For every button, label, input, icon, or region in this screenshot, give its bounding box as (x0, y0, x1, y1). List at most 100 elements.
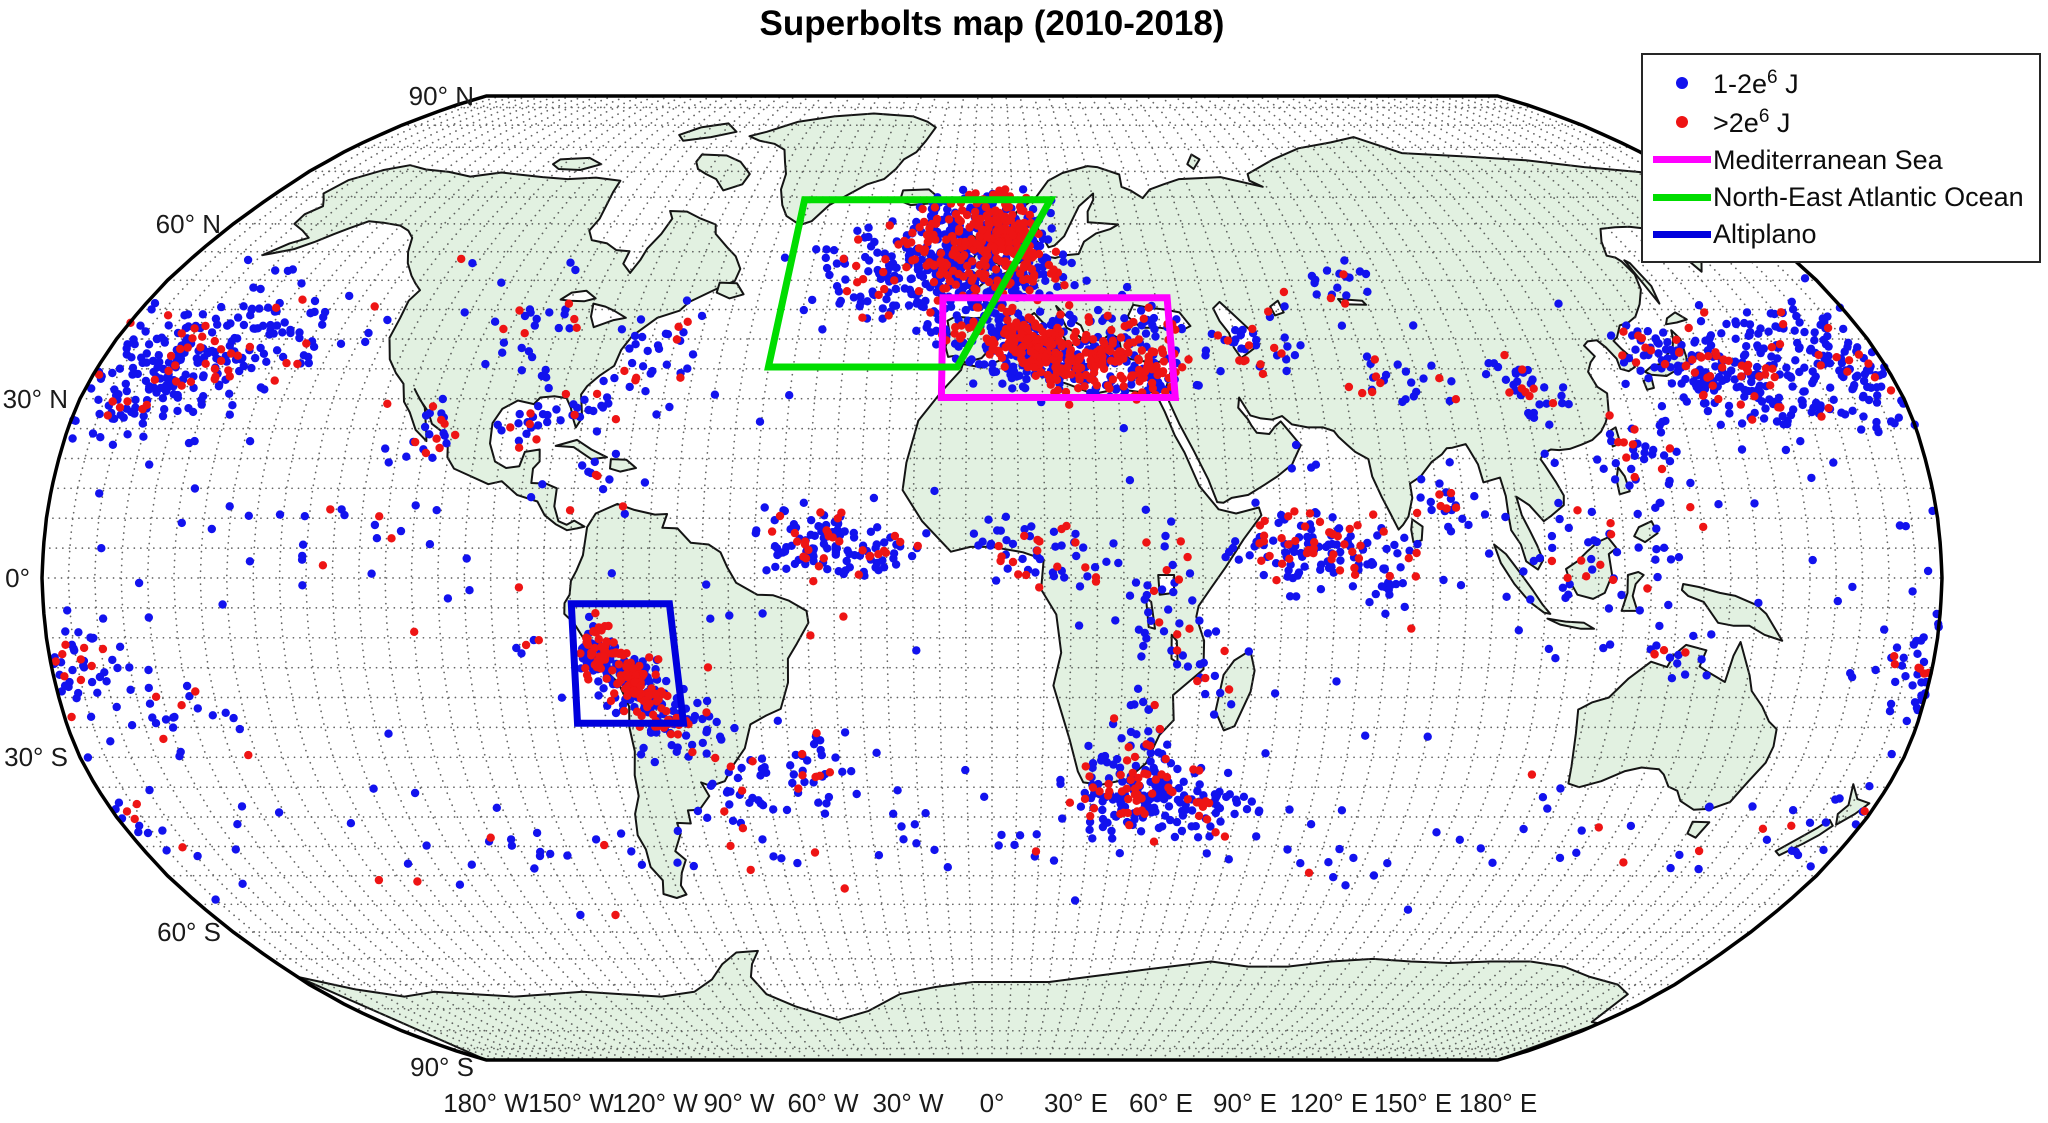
superbolt-dot-blue (1137, 652, 1146, 661)
meridian-line (1131, 95, 1257, 1061)
superbolt-dot-blue (757, 754, 767, 763)
superbolt-dot-red (623, 672, 632, 682)
superbolt-dot-blue (1639, 455, 1649, 464)
superbolt-dot-blue (1133, 684, 1143, 693)
superbolt-dot-blue (1247, 797, 1257, 806)
superbolt-dot-blue (1652, 524, 1661, 533)
superbolt-dot-red (976, 214, 985, 223)
superbolt-dot-blue (880, 538, 889, 547)
superbolt-dot-blue (1501, 375, 1511, 384)
superbolt-dot-blue (1605, 640, 1615, 649)
superbolt-dot-blue (1103, 818, 1112, 827)
superbolt-dot-blue (589, 406, 598, 416)
superbolt-dot-red (922, 261, 931, 270)
superbolt-dot-blue (636, 315, 646, 324)
superbolt-dot-red (532, 435, 541, 444)
superbolt-dot-blue (1116, 794, 1125, 803)
superbolt-dot-blue (1731, 319, 1741, 329)
superbolt-dot-blue (1114, 558, 1123, 568)
superbolt-dot-red (1056, 310, 1065, 319)
meridian-line (1412, 95, 1785, 1061)
superbolt-dot-blue (507, 841, 517, 850)
superbolt-dot-blue (160, 405, 169, 414)
superbolt-dot-blue (1296, 859, 1305, 868)
superbolt-dot-blue (207, 346, 217, 356)
superbolt-dot-blue (1287, 464, 1297, 473)
superbolt-dot-blue (1060, 573, 1069, 582)
superbolt-dot-blue (786, 761, 795, 770)
superbolt-dot-red (1672, 335, 1681, 344)
superbolt-dot-blue (611, 708, 621, 718)
superbolt-dot-blue (304, 352, 313, 362)
superbolt-dot-red (1761, 364, 1771, 373)
superbolt-dot-blue (131, 395, 140, 405)
superbolt-dot-blue (1131, 326, 1140, 336)
superbolt-dot-blue (262, 357, 271, 366)
superbolt-dot-blue (249, 283, 258, 292)
superbolt-dot-blue (1839, 324, 1848, 334)
superbolt-dot-red (1080, 794, 1090, 804)
superbolt-dot-blue (1384, 585, 1394, 595)
superbolt-dot-blue (247, 304, 257, 313)
superbolt-dot-blue (872, 748, 881, 757)
superbolt-dot-blue (168, 723, 178, 732)
superbolt-dot-red (631, 376, 640, 385)
superbolt-dot-red (210, 364, 220, 374)
superbolt-dot-red (1659, 646, 1669, 655)
superbolt-dot-blue (1059, 257, 1068, 266)
superbolt-dot-blue (1166, 815, 1175, 825)
superbolt-dot-blue (773, 716, 782, 725)
superbolt-dot-blue (1400, 602, 1409, 612)
superbolt-dot-red (1860, 807, 1869, 816)
superbolt-dot-red (1021, 570, 1031, 580)
superbolt-dot-red (1084, 313, 1093, 322)
superbolt-dot-blue (1481, 370, 1491, 379)
superbolt-dot-blue (1222, 792, 1231, 802)
superbolt-dot-red (1128, 768, 1137, 778)
lon-tick-label: 120° E (1290, 1088, 1368, 1118)
superbolt-dot-blue (703, 813, 712, 822)
superbolt-dot-red (1563, 573, 1572, 583)
superbolt-dot-red (1086, 356, 1095, 365)
superbolt-dot-blue (852, 789, 861, 799)
superbolt-dot-red (880, 284, 889, 294)
superbolt-dot-red (1155, 724, 1165, 734)
superbolt-dot-blue (1187, 822, 1196, 831)
superbolt-dot-blue (815, 522, 824, 532)
meridian-line (1033, 95, 1073, 1061)
superbolt-dot-blue (532, 314, 541, 324)
superbolt-dot-red (1631, 358, 1641, 367)
superbolt-dot-blue (946, 302, 956, 311)
superbolt-dot-blue (545, 308, 554, 317)
superbolt-dot-red (201, 359, 210, 368)
superbolt-dot-blue (1144, 608, 1153, 617)
superbolt-dot-blue (1053, 282, 1062, 291)
superbolt-dot-blue (1292, 592, 1301, 601)
superbolt-dot-blue (95, 672, 105, 682)
superbolt-dot-red (123, 397, 132, 406)
superbolt-dot-blue (1090, 563, 1100, 572)
superbolt-dot-blue (1303, 533, 1313, 542)
landmass-baffin (695, 153, 751, 192)
superbolt-dot-blue (1284, 566, 1293, 575)
superbolt-dot-red (1144, 303, 1153, 312)
superbolt-dot-red (1776, 403, 1785, 412)
superbolt-dot-blue (1001, 512, 1011, 521)
superbolt-dot-blue (1015, 831, 1025, 840)
superbolt-dot-red (596, 664, 605, 673)
superbolt-dot-red (1183, 552, 1192, 562)
superbolt-dot-blue (1119, 424, 1129, 433)
superbolt-dot-blue (1823, 332, 1832, 341)
superbolt-dot-blue (88, 429, 98, 438)
superbolt-dot-red (618, 651, 628, 660)
superbolt-dot-red (1019, 263, 1028, 272)
superbolt-dot-blue (693, 698, 702, 708)
superbolt-dot-blue (62, 606, 72, 615)
superbolt-dot-blue (1655, 621, 1664, 631)
superbolt-dot-blue (1604, 604, 1614, 613)
superbolt-dot-red (879, 267, 888, 277)
superbolt-dot-blue (1634, 543, 1643, 552)
superbolt-dot-blue (1677, 379, 1686, 388)
superbolt-dot-blue (825, 270, 834, 280)
superbolt-dot-blue (223, 321, 232, 330)
